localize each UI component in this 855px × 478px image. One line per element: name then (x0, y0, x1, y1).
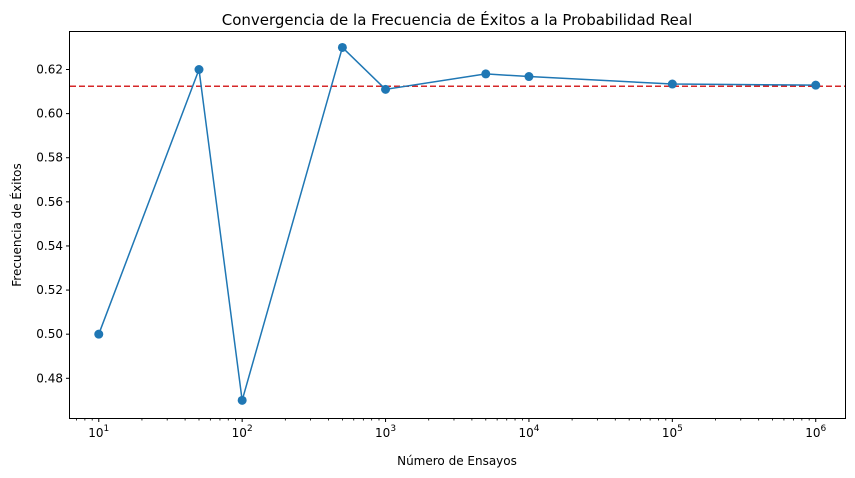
y-tick-label: 0.50 (36, 327, 63, 341)
x-tick-label: 105 (662, 424, 683, 440)
data-point (237, 395, 247, 405)
x-tick-base: 10 (662, 426, 677, 440)
chart-title: Convergencia de la Frecuencia de Éxitos … (222, 10, 693, 29)
plot-area: 0.480.500.520.540.560.580.600.62 101 102 1… (36, 31, 846, 440)
plot-frame (69, 31, 846, 419)
x-tick-exponent: 1 (104, 424, 110, 434)
y-tick-label: 0.62 (36, 62, 63, 76)
x-tick-exponent: 5 (677, 424, 683, 434)
x-tick-exponent: 3 (390, 424, 396, 434)
y-tick-label: 0.58 (36, 151, 63, 165)
x-axis-label: Número de Ensayos (397, 454, 517, 468)
data-point (94, 329, 104, 339)
y-tick-label: 0.54 (36, 239, 63, 253)
x-tick-label: 103 (375, 424, 396, 440)
x-axis-minor-ticks (76, 418, 810, 421)
y-tick-label: 0.48 (36, 371, 63, 385)
y-tick-label: 0.60 (36, 107, 63, 121)
x-tick-label: 101 (88, 424, 109, 440)
x-tick-base: 10 (805, 426, 820, 440)
y-tick-label: 0.52 (36, 283, 63, 297)
series-points (94, 42, 821, 405)
x-tick-base: 10 (518, 426, 533, 440)
data-point (811, 80, 821, 90)
x-axis-ticks: 101 102 103 104 105 106 (88, 418, 827, 440)
data-point (381, 84, 391, 94)
x-tick-base: 10 (232, 426, 247, 440)
data-point (524, 72, 534, 82)
x-tick-exponent: 2 (247, 424, 253, 434)
data-point (194, 64, 204, 74)
x-tick-label: 104 (518, 424, 539, 440)
y-axis-label: Frecuencia de Éxitos (9, 163, 24, 287)
y-axis-ticks: 0.48 0.50 0.52 0.54 0.56 0.58 0.60 0.62 (36, 62, 70, 385)
series-line (98, 46, 816, 401)
data-point (667, 79, 677, 89)
x-tick-label: 106 (805, 424, 826, 440)
x-tick-label: 102 (232, 424, 253, 440)
data-point (481, 69, 491, 79)
data-point (337, 42, 347, 52)
x-tick-exponent: 6 (821, 424, 827, 434)
x-tick-exponent: 4 (534, 424, 540, 434)
x-tick-base: 10 (375, 426, 390, 440)
y-tick-label: 0.56 (36, 195, 63, 209)
x-tick-base: 10 (88, 426, 103, 440)
